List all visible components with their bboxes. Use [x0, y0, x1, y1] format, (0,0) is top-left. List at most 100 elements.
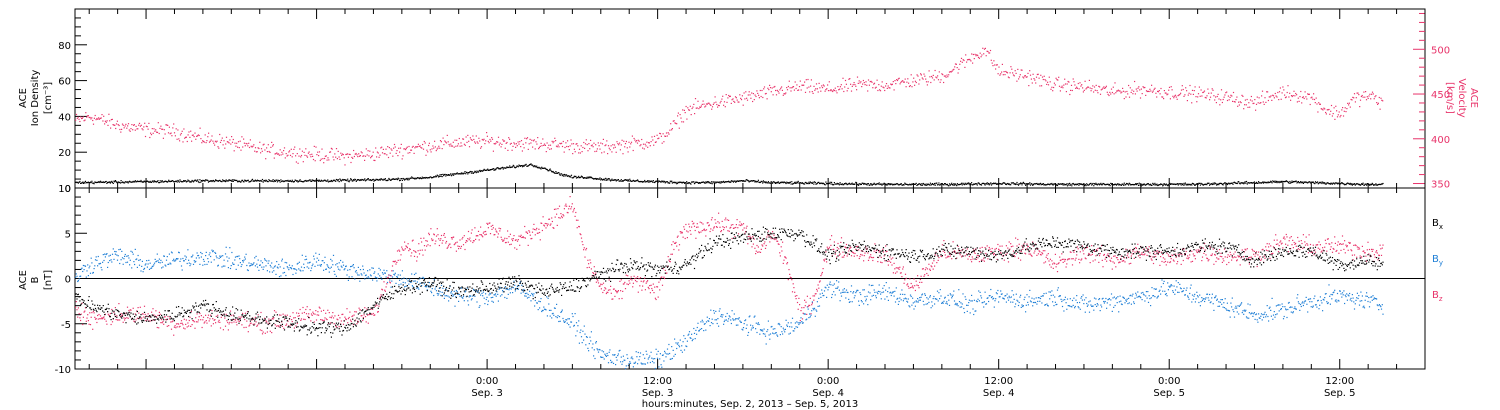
density-point — [1005, 183, 1007, 185]
velocity-point — [466, 141, 468, 143]
velocity-point — [1132, 93, 1134, 95]
density-point — [1296, 182, 1298, 184]
by-point — [413, 280, 415, 282]
velocity-point — [952, 69, 954, 71]
density-point — [428, 177, 430, 179]
density-point — [309, 179, 311, 181]
density-point — [137, 180, 139, 183]
density-point — [958, 184, 961, 186]
density-point — [443, 175, 445, 177]
velocity-point — [560, 143, 562, 145]
velocity-point — [393, 143, 396, 146]
density-point — [613, 179, 615, 181]
density-point — [1140, 185, 1142, 187]
density-point — [559, 174, 561, 176]
velocity-point — [476, 141, 478, 143]
density-point — [197, 179, 199, 181]
density-point — [1371, 183, 1373, 185]
velocity-point — [1010, 66, 1012, 68]
velocity-point — [1062, 87, 1064, 89]
velocity-point — [783, 93, 785, 95]
density-point — [877, 183, 880, 185]
density-point — [865, 183, 867, 185]
velocity-point — [934, 69, 936, 72]
by-point — [383, 269, 385, 271]
velocity-point — [1141, 93, 1143, 95]
density-point — [631, 180, 633, 182]
by-point — [501, 294, 503, 296]
by-point — [1118, 301, 1120, 303]
velocity-point — [632, 149, 634, 152]
density-point — [946, 183, 948, 186]
velocity-point — [434, 146, 436, 148]
velocity-point — [757, 92, 759, 94]
by-point — [117, 255, 119, 257]
by-point — [498, 288, 500, 290]
by-point — [971, 294, 973, 296]
velocity-point — [325, 155, 327, 157]
by-point — [85, 276, 87, 278]
density-point — [1278, 182, 1280, 184]
velocity-point — [1337, 114, 1339, 116]
by-point — [693, 332, 696, 334]
density-point — [484, 169, 486, 171]
density-point — [440, 175, 442, 177]
by-point — [850, 285, 853, 287]
by-point — [770, 326, 772, 328]
by-point — [750, 324, 752, 326]
velocity-point — [694, 113, 696, 115]
by-point — [929, 295, 931, 297]
velocity-point — [718, 105, 720, 107]
velocity-point — [175, 128, 177, 130]
velocity-point — [296, 153, 298, 155]
by-point — [289, 267, 291, 269]
density-point — [1182, 183, 1184, 185]
velocity-point — [1060, 86, 1062, 88]
by-point — [576, 330, 578, 332]
by-point — [515, 287, 517, 290]
velocity-point — [445, 141, 447, 143]
velocity-point — [977, 54, 979, 57]
density-point — [269, 180, 271, 182]
velocity-point — [671, 128, 673, 130]
by-point — [230, 265, 232, 267]
density-point — [960, 183, 962, 185]
velocity-point — [1342, 115, 1345, 117]
density-point — [1287, 181, 1289, 183]
velocity-point — [224, 147, 226, 149]
density-point — [1135, 183, 1137, 185]
density-point — [1331, 183, 1334, 185]
density-point — [1379, 183, 1381, 186]
density-point — [121, 182, 123, 184]
by-point — [556, 303, 558, 305]
by-point — [407, 280, 409, 282]
velocity-point — [289, 150, 291, 152]
velocity-point — [1269, 96, 1271, 98]
velocity-point — [156, 131, 158, 133]
velocity-point — [357, 156, 359, 158]
by-point — [682, 341, 684, 343]
by-point — [183, 260, 185, 262]
by-point — [642, 363, 644, 365]
by-point — [1158, 290, 1160, 292]
by-point — [405, 285, 407, 287]
density-point — [154, 180, 156, 183]
velocity-point — [674, 122, 676, 124]
velocity-point — [862, 79, 864, 82]
velocity-point — [620, 144, 622, 146]
velocity-point — [86, 116, 88, 118]
by-point — [642, 354, 644, 356]
density-point — [1127, 183, 1129, 185]
by-point — [765, 343, 767, 345]
velocity-point — [957, 72, 959, 74]
top-left-axis-label-line-2: Ion Density — [30, 70, 41, 127]
density-point — [957, 184, 959, 186]
density-point — [564, 175, 566, 177]
by-point — [333, 270, 335, 272]
velocity-point — [1289, 92, 1291, 94]
density-point — [900, 183, 902, 185]
by-point — [116, 254, 118, 256]
velocity-point — [737, 101, 739, 103]
by-point — [692, 338, 694, 340]
velocity-point — [687, 107, 689, 109]
